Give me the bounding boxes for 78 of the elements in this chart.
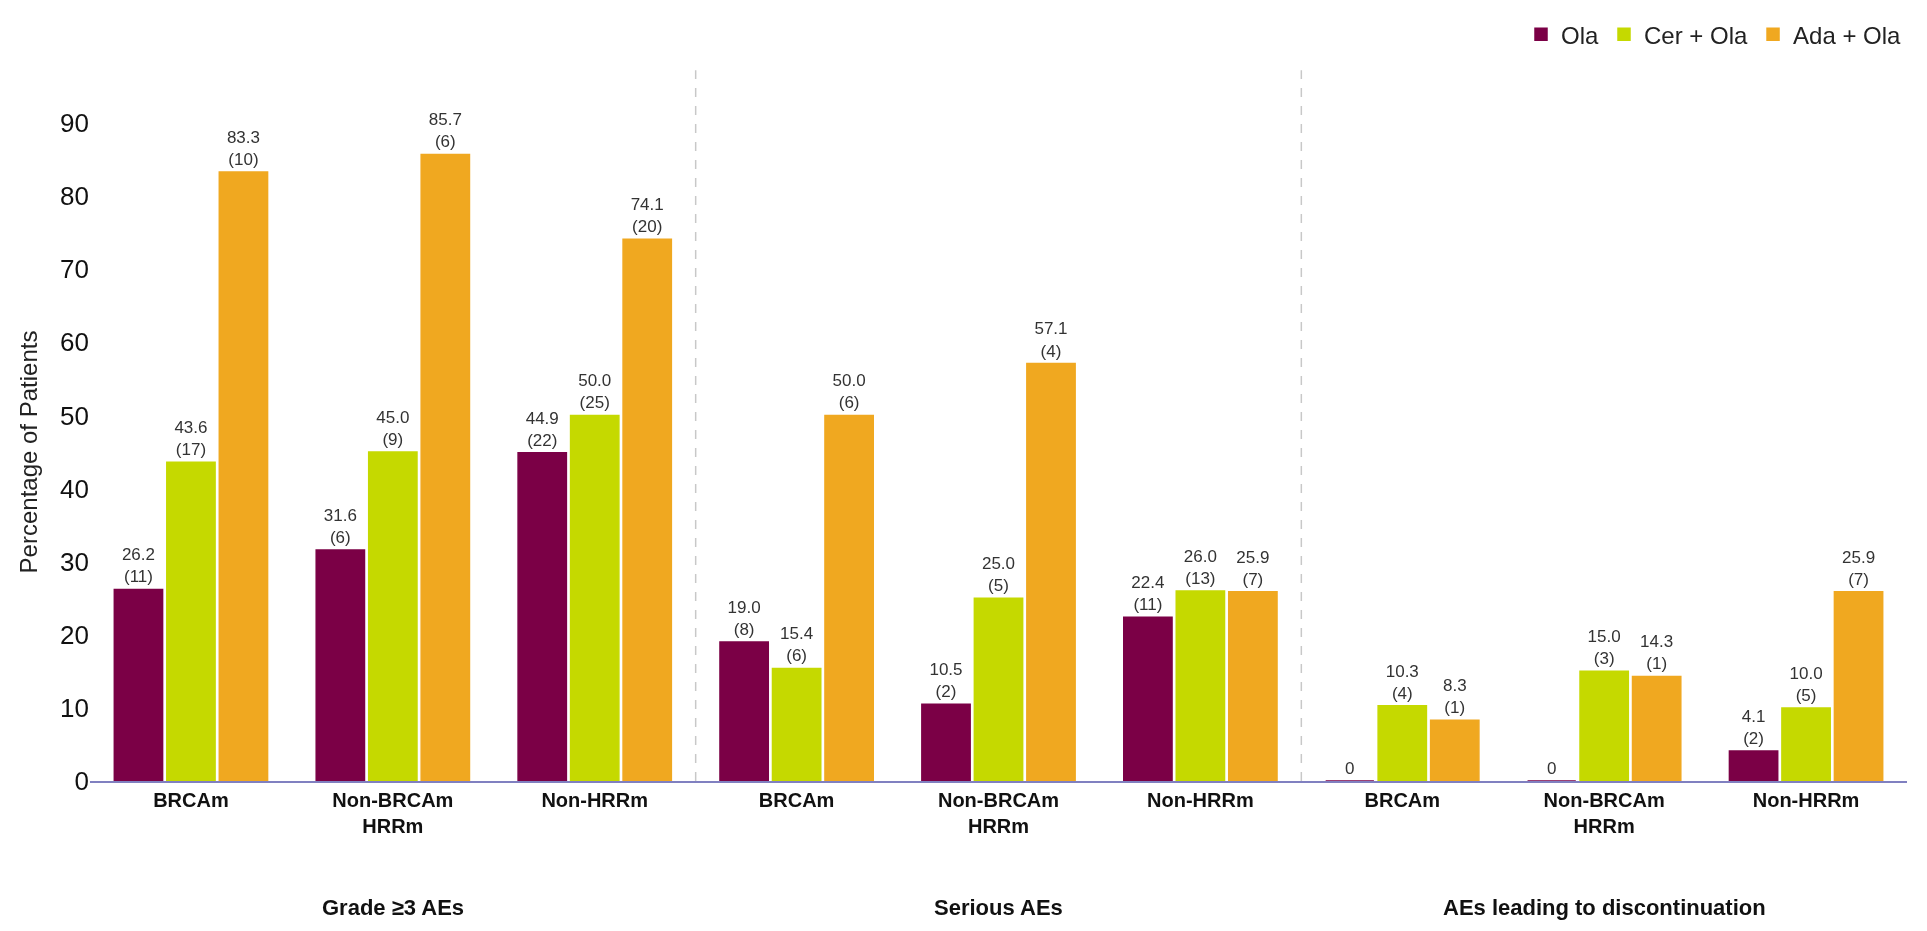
bar — [166, 461, 216, 781]
data-label: 15.4 (6) — [780, 624, 814, 666]
y-tick-label: 60 — [60, 327, 89, 358]
x-tick-label: BRCAm — [1364, 789, 1441, 811]
bar — [1429, 719, 1480, 781]
x-tick-label: BRCAm — [758, 789, 835, 811]
bar — [113, 588, 164, 781]
data-label: 85.7 (6) — [428, 110, 462, 152]
y-tick-label: 50 — [60, 400, 89, 431]
y-tick-label: 40 — [60, 473, 89, 504]
y-tick-label: 70 — [60, 254, 89, 285]
data-label: 10.5 (2) — [929, 660, 963, 702]
data-label: 83.3 (10) — [226, 127, 260, 169]
data-label: 43.6 (17) — [174, 418, 208, 460]
y-tick-label: 90 — [60, 108, 89, 139]
data-label: 4.1 (2) — [1741, 706, 1766, 749]
text: AEs leading to discontinuation — [1443, 895, 1766, 920]
data-label: 0 — [1546, 759, 1557, 778]
data-label: 0 — [1345, 759, 1355, 778]
y-tick-label: 20 — [60, 619, 89, 650]
bar — [1377, 704, 1428, 781]
data-label: 14.3 (1) — [1640, 632, 1674, 674]
x-tick-label: Non-BRCAm HRRm — [332, 789, 454, 837]
bar — [1728, 750, 1779, 781]
text: Serious AEs — [934, 895, 1063, 920]
y-tick-label: 30 — [60, 546, 89, 577]
data-label: 25.9 (7) — [1842, 547, 1876, 589]
legend-label: Cer + Ola — [1644, 21, 1749, 49]
legend-label: Ada + Ola — [1793, 21, 1902, 49]
bar — [517, 451, 568, 781]
data-label: 31.6 (6) — [323, 505, 357, 547]
bar — [1227, 590, 1278, 781]
data-label: 50.0 (6) — [832, 371, 866, 413]
x-tick-label: Non-BRCAm HRRm — [1543, 789, 1665, 837]
x-tick-label: Non-BRCAm HRRm — [937, 789, 1060, 837]
data-label: 26.0 (13) — [1183, 546, 1217, 588]
x-tick-label: Non-HRRm — [1752, 789, 1860, 811]
data-label: 15.0 (3) — [1587, 627, 1621, 669]
data-label: 57.1 (4) — [1034, 319, 1068, 361]
bar — [719, 641, 770, 781]
data-label: 50.0 (25) — [578, 371, 612, 413]
bar — [367, 451, 418, 781]
data-label: 25.0 (5) — [981, 554, 1016, 596]
y-axis-title: Percentage of Patients — [15, 330, 43, 574]
data-label: 44.9 (22) — [525, 408, 559, 450]
bar — [1631, 675, 1682, 781]
data-label: 10.0 (5) — [1789, 663, 1823, 705]
bar — [420, 153, 471, 781]
data-label: 45.0 (9) — [376, 407, 410, 449]
bar — [1175, 590, 1226, 781]
y-tick-label: 10 — [60, 692, 89, 723]
data-label: 10.3 (4) — [1385, 661, 1419, 703]
bar — [1026, 362, 1076, 781]
bar — [973, 597, 1024, 781]
x-tick-label: Non-HRRm — [541, 789, 649, 811]
bar — [315, 549, 366, 781]
text: Grade ≥3 AEs — [322, 895, 465, 920]
bar — [622, 238, 673, 781]
data-label: 74.1 (20) — [630, 195, 664, 237]
x-tick-label: BRCAm — [153, 789, 229, 811]
data-label: 22.4 (11) — [1131, 573, 1165, 615]
bar — [1579, 670, 1630, 781]
bar — [569, 414, 620, 781]
bar — [1833, 590, 1884, 781]
bar — [771, 667, 822, 781]
bar — [824, 414, 874, 781]
bar — [1123, 616, 1173, 781]
bar — [921, 703, 971, 781]
data-label: 25.9 (7) — [1236, 547, 1270, 589]
legend-label: Ola — [1561, 21, 1599, 49]
bar — [1781, 707, 1831, 781]
y-tick-label: 80 — [60, 181, 89, 212]
data-label: 26.2 (11) — [121, 545, 155, 587]
y-tick-label: 0 — [74, 766, 89, 797]
bar — [218, 171, 269, 781]
data-label: 19.0 (8) — [727, 597, 761, 640]
x-tick-label: Non-HRRm — [1147, 789, 1254, 811]
data-label: 8.3 (1) — [1442, 676, 1467, 718]
